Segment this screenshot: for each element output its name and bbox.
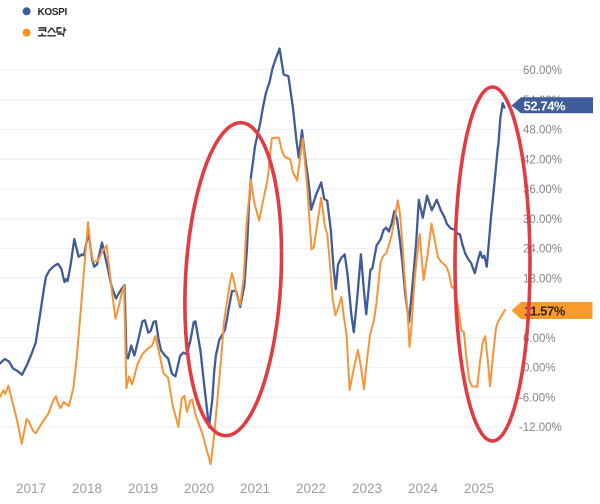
svg-text:2022: 2022 — [296, 481, 326, 496]
svg-text:48.00%: 48.00% — [523, 125, 562, 137]
svg-text:18.00%: 18.00% — [523, 274, 562, 286]
svg-text:-6.00%: -6.00% — [519, 392, 555, 404]
svg-text:2021: 2021 — [240, 481, 270, 496]
svg-text:KOSPI: KOSPI — [38, 7, 68, 18]
svg-text:11.57%: 11.57% — [524, 303, 566, 318]
svg-text:2018: 2018 — [72, 481, 102, 496]
svg-text:6.00%: 6.00% — [523, 333, 556, 345]
svg-text:30.00%: 30.00% — [523, 214, 562, 226]
svg-text:2023: 2023 — [352, 481, 382, 496]
svg-text:-12.00%: -12.00% — [519, 422, 562, 434]
svg-text:2019: 2019 — [128, 481, 158, 496]
svg-text:2025: 2025 — [464, 481, 494, 496]
svg-text:24.00%: 24.00% — [523, 244, 562, 256]
svg-text:42.00%: 42.00% — [523, 155, 562, 167]
svg-text:2024: 2024 — [408, 481, 439, 496]
svg-text:0.00%: 0.00% — [523, 363, 556, 375]
svg-text:2020: 2020 — [184, 481, 214, 496]
svg-text:60.00%: 60.00% — [523, 65, 562, 77]
svg-text:2017: 2017 — [16, 481, 46, 496]
svg-text:36.00%: 36.00% — [523, 184, 562, 196]
svg-text:52.74%: 52.74% — [524, 99, 567, 114]
